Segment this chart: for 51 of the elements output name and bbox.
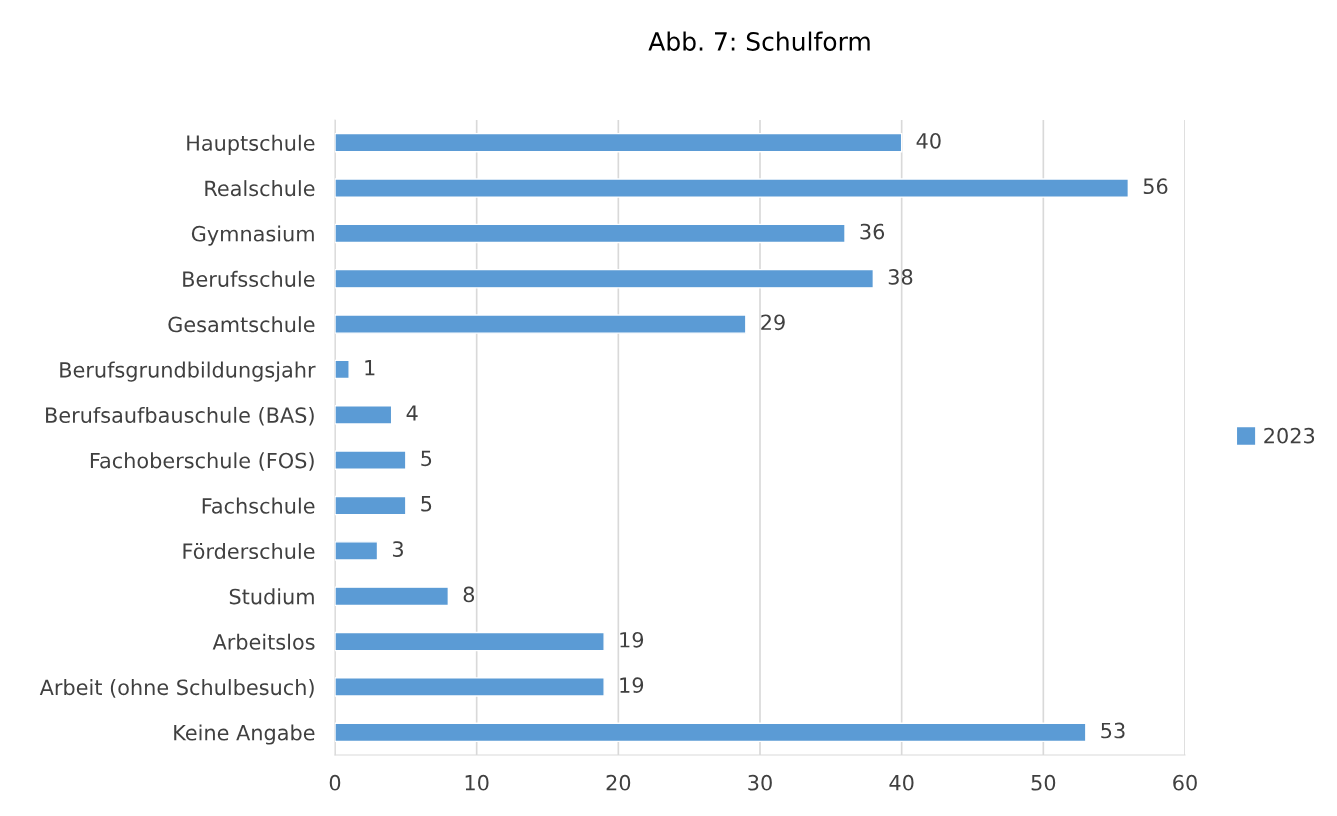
data-label: 5 — [421, 450, 432, 467]
data-label: 38 — [888, 269, 913, 285]
y-tick-label: Berufsschule — [183, 270, 315, 287]
data-label: 5 — [421, 496, 432, 512]
bar — [335, 268, 875, 289]
bar — [335, 722, 1087, 743]
y-tick-label: Fachoberschule (FOS) — [90, 452, 314, 471]
data-label: 4 — [406, 405, 418, 421]
data-label: 8 — [463, 586, 475, 603]
bar — [335, 677, 605, 697]
bar — [335, 405, 393, 425]
y-tick-label: Keine Angabe — [174, 724, 315, 745]
x-tick-label: 0 — [329, 774, 341, 791]
bar — [335, 314, 747, 334]
data-label: 19 — [620, 631, 644, 648]
data-label: 40 — [916, 132, 941, 149]
bar — [335, 495, 407, 516]
data-label: 56 — [1143, 178, 1168, 195]
data-label: 53 — [1101, 722, 1125, 739]
legend-label: 2023 — [1264, 427, 1315, 444]
bar — [335, 359, 350, 380]
y-tick-label: Realschule — [205, 180, 315, 197]
bar — [335, 586, 450, 607]
y-tick-label: Arbeitslos — [212, 633, 315, 650]
data-label: 1 — [365, 360, 375, 376]
bar — [335, 450, 407, 470]
chart-title: Abb. 7: Schulform — [648, 31, 870, 51]
x-tick-label: 40 — [889, 774, 914, 791]
x-tick-label: 50 — [1031, 774, 1056, 791]
data-label: 19 — [620, 677, 644, 694]
y-tick-label: Hauptschule — [187, 134, 315, 155]
y-tick-label: Förderschule — [183, 542, 315, 560]
data-label: 3 — [392, 541, 403, 557]
y-tick-label: Berufsaufbauschule (BAS) — [46, 406, 314, 426]
data-label: 36 — [860, 223, 885, 240]
data-label: 29 — [761, 314, 785, 331]
x-tick-label: 20 — [606, 774, 631, 791]
y-tick-label: Gesamtschule — [168, 316, 315, 333]
bar — [335, 631, 605, 652]
y-tick-label: Fachschule — [202, 497, 315, 514]
y-tick-label: Studium — [229, 588, 314, 605]
bar — [335, 541, 379, 561]
y-tick-label: Arbeit (ohne Schulbesuch) — [39, 679, 314, 698]
y-tick-label: Berufsgrundbildungsjahr — [60, 361, 316, 382]
bar — [335, 132, 903, 153]
x-tick-label: 10 — [465, 774, 489, 791]
x-tick-label: 60 — [1173, 774, 1197, 791]
bar — [335, 178, 1130, 198]
x-tick-label: 30 — [748, 774, 772, 791]
y-tick-label: Gymnasium — [191, 225, 314, 246]
bar — [335, 223, 846, 244]
